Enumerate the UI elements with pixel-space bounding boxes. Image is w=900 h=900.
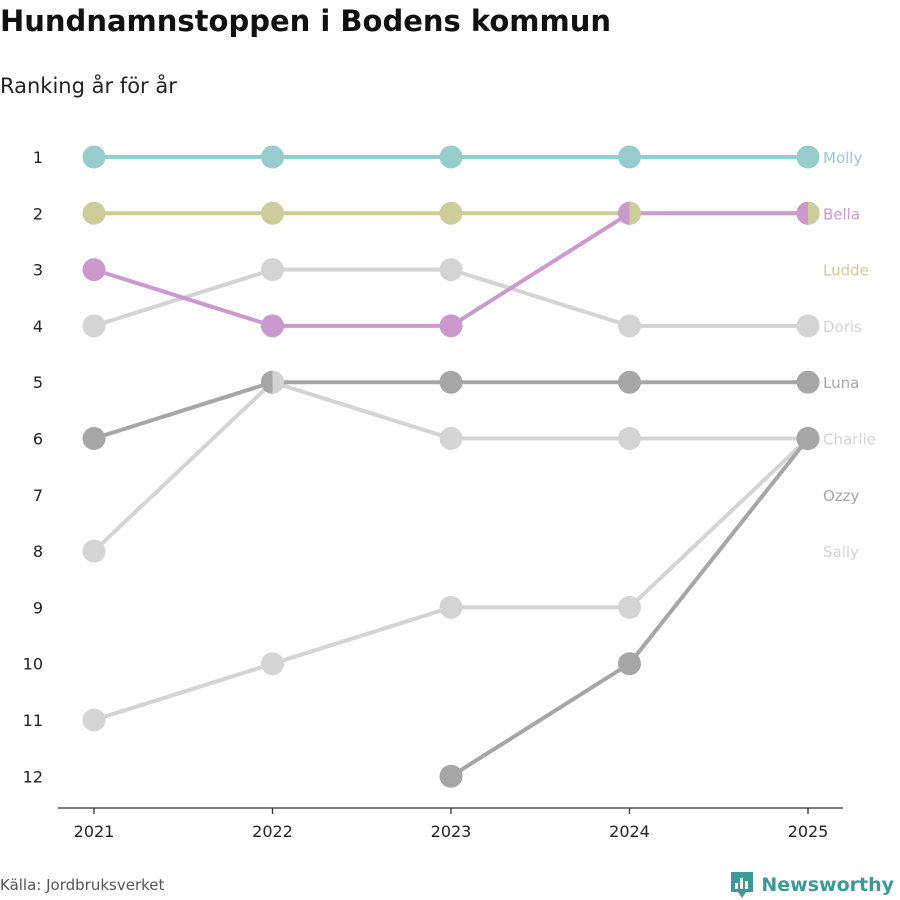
point-sally-2022 bbox=[261, 652, 284, 676]
series-charlie bbox=[92, 380, 808, 553]
x-tick-label: 2023 bbox=[431, 822, 472, 841]
series-lines bbox=[92, 155, 810, 778]
point-charlie-2024 bbox=[618, 427, 641, 450]
y-tick-label: 8 bbox=[33, 542, 43, 561]
point-ozzy-2025 bbox=[796, 427, 820, 450]
end-label-molly: Molly bbox=[823, 149, 862, 167]
y-tick-label: 9 bbox=[33, 598, 43, 617]
source-note: Källa: Jordbruksverket bbox=[0, 876, 165, 894]
point-bella-2022 bbox=[261, 314, 284, 338]
end-label-charlie: Charlie bbox=[823, 431, 876, 449]
point-charlie-2021 bbox=[82, 539, 106, 563]
x-tick-label: 2025 bbox=[788, 822, 829, 841]
y-tick-label: 6 bbox=[33, 430, 43, 449]
point-charlie-2023 bbox=[439, 427, 463, 450]
point-luna-2024 bbox=[618, 370, 641, 394]
point-sally-2024 bbox=[618, 595, 641, 619]
point-tie-bella-ludde-2025 bbox=[796, 201, 820, 225]
y-tick-label: 2 bbox=[33, 204, 43, 223]
point-ludde-2022 bbox=[261, 201, 284, 225]
bar-chart-pin-icon bbox=[731, 872, 754, 898]
y-tick-label: 10 bbox=[23, 655, 43, 674]
point-bella-2021 bbox=[82, 258, 106, 282]
point-molly-2023 bbox=[439, 145, 463, 169]
y-tick-label: 11 bbox=[23, 711, 43, 730]
end-label-doris: Doris bbox=[823, 318, 862, 336]
chart-subtitle: Ranking år för år bbox=[0, 74, 177, 98]
series-line-sally bbox=[93, 437, 810, 722]
x-tick-label: 2022 bbox=[252, 822, 293, 841]
series-line-charlie bbox=[92, 380, 808, 553]
point-ozzy-2023 bbox=[439, 764, 463, 788]
point-molly-2024 bbox=[618, 145, 641, 169]
point-doris-2022 bbox=[261, 258, 284, 282]
point-molly-2022 bbox=[261, 145, 284, 169]
brand-logo: Newsworthy bbox=[729, 870, 894, 900]
point-luna-2023 bbox=[439, 370, 463, 394]
y-tick-label: 3 bbox=[33, 261, 43, 280]
point-doris-2023 bbox=[439, 258, 463, 282]
x-tick-label: 2024 bbox=[609, 822, 650, 841]
y-tick-label: 1 bbox=[33, 148, 43, 167]
point-sally-2021 bbox=[82, 708, 106, 732]
point-tie-bella-ludde-2024 bbox=[618, 201, 641, 225]
series-sally bbox=[93, 437, 810, 722]
point-luna-2025 bbox=[796, 370, 820, 394]
end-label-ozzy: Ozzy bbox=[823, 487, 860, 505]
point-molly-2021 bbox=[82, 145, 106, 169]
point-molly-2025 bbox=[796, 145, 820, 169]
series-points bbox=[82, 145, 820, 788]
y-tick-label: 5 bbox=[33, 373, 43, 392]
y-tick-label: 4 bbox=[33, 317, 43, 336]
point-doris-2024 bbox=[618, 314, 641, 338]
point-ludde-2021 bbox=[82, 201, 106, 225]
point-ludde-2023 bbox=[439, 201, 463, 225]
end-label-luna: Luna bbox=[823, 374, 859, 392]
x-tick-label: 2021 bbox=[74, 822, 115, 841]
point-doris-2021 bbox=[82, 314, 106, 338]
end-label-ludde: Ludde bbox=[823, 262, 869, 280]
point-bella-2023 bbox=[439, 314, 463, 338]
x-axis: 2021 2022 2023 2024 2025 bbox=[58, 807, 843, 841]
point-luna-2021 bbox=[82, 427, 106, 450]
brand-name: Newsworthy bbox=[761, 874, 894, 896]
point-doris-2025 bbox=[796, 314, 820, 338]
end-labels: Molly Bella Ludde Doris Luna Charlie Ozzy Sally bbox=[823, 149, 876, 561]
y-tick-label: 12 bbox=[23, 767, 43, 786]
y-tick-label: 7 bbox=[33, 486, 43, 505]
end-label-sally: Sally bbox=[823, 543, 859, 561]
point-ozzy-2024 bbox=[618, 652, 641, 676]
end-label-bella: Bella bbox=[823, 205, 860, 223]
chart-title: Hundnamnstoppen i Bodens kommun bbox=[0, 4, 612, 38]
point-sally-2023 bbox=[439, 595, 463, 619]
point-tie-luna-charlie-2022 bbox=[261, 370, 284, 394]
